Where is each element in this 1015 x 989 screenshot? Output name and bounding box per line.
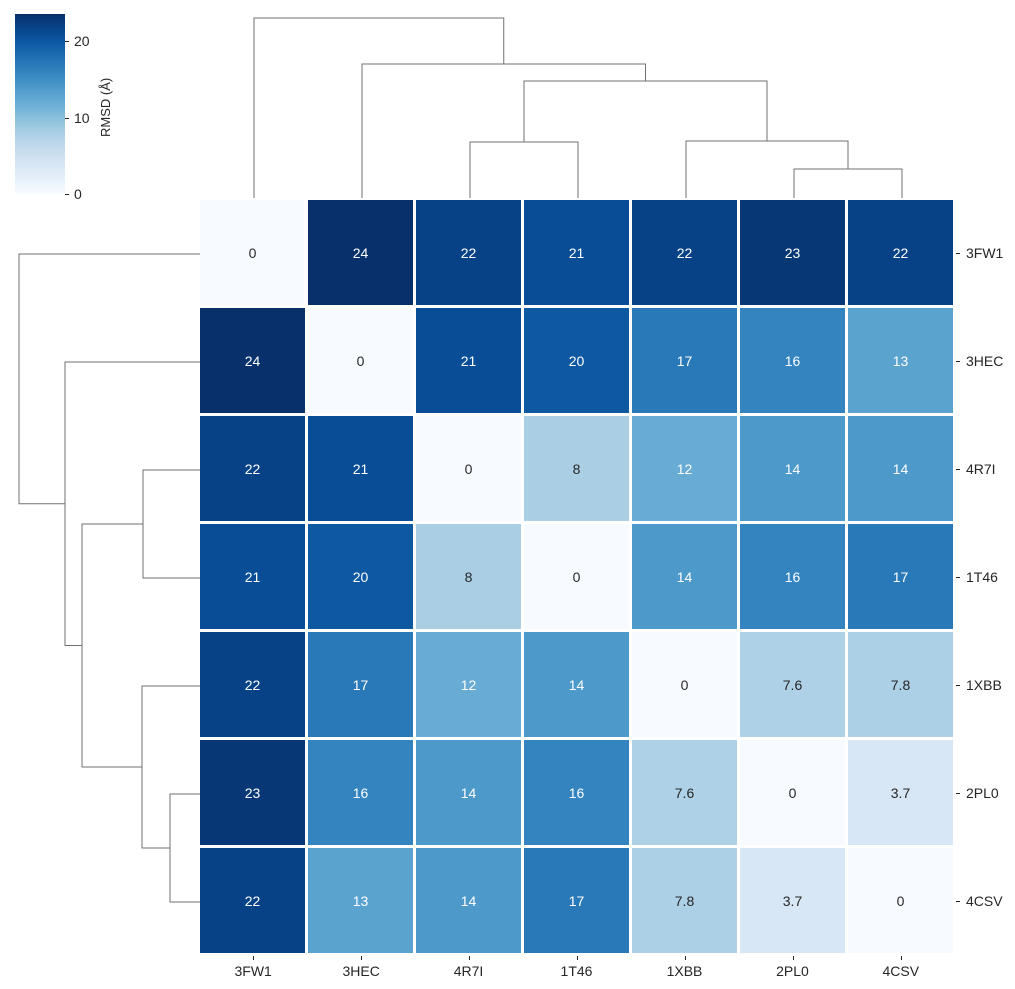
column-tick	[468, 956, 470, 960]
column-tick	[792, 956, 794, 960]
row-label: 4R7I	[966, 460, 996, 477]
heatmap-cell: 0	[308, 308, 413, 413]
row-label: 3HEC	[966, 352, 1004, 369]
heatmap-cell: 14	[524, 632, 629, 737]
row-label: 3FW1	[966, 244, 1004, 261]
row-tick	[956, 684, 960, 686]
heatmap-cell: 22	[200, 848, 305, 953]
heatmap-cell: 14	[848, 416, 953, 521]
column-label: 1T46	[560, 963, 593, 979]
heatmap-cell: 17	[632, 308, 737, 413]
heatmap-cell: 23	[200, 740, 305, 845]
heatmap-cell: 0	[524, 524, 629, 629]
heatmap-cell: 7.8	[632, 848, 737, 953]
heatmap-cell: 22	[200, 416, 305, 521]
heatmap-cell: 24	[308, 200, 413, 305]
dendrogram-link	[793, 168, 903, 198]
column-tick	[576, 956, 578, 960]
row-tick	[956, 576, 960, 578]
heatmap-cell: 14	[740, 416, 845, 521]
row-tick	[956, 792, 960, 794]
heatmap-cell: 7.6	[740, 632, 845, 737]
row-label: 2PL0	[966, 784, 999, 801]
column-label: 4R7I	[453, 963, 484, 979]
heatmap-cell: 17	[308, 632, 413, 737]
heatmap-cell: 7.6	[632, 740, 737, 845]
heatmap-cell: 17	[524, 848, 629, 953]
row-tick	[956, 252, 960, 254]
dendrogram-link	[361, 63, 646, 198]
colorbar-tick-label: 20	[74, 33, 90, 50]
dendrogram-link	[64, 361, 200, 646]
dendrogram-link	[18, 253, 200, 505]
heatmap-cell: 3.7	[740, 848, 845, 953]
column-label: 4CSV	[882, 963, 920, 979]
heatmap-cell: 20	[308, 524, 413, 629]
column-label: 3HEC	[342, 963, 380, 979]
column-label: 1XBB	[666, 963, 703, 979]
row-tick	[956, 900, 960, 902]
heatmap-cell: 8	[524, 416, 629, 521]
heatmap-cell: 21	[524, 200, 629, 305]
heatmap-cell: 13	[848, 308, 953, 413]
column-tick	[360, 956, 362, 960]
heatmap-cell: 22	[200, 632, 305, 737]
column-tick	[900, 956, 902, 960]
heatmap-cell: 0	[848, 848, 953, 953]
colorbar-tick	[65, 41, 69, 43]
heatmap-cell: 16	[740, 308, 845, 413]
column-label: 2PL0	[776, 963, 809, 979]
column-tick	[684, 956, 686, 960]
colorbar-tick-label: 0	[74, 186, 82, 202]
heatmap-cell: 20	[524, 308, 629, 413]
row-tick	[956, 468, 960, 470]
dendrogram-link	[141, 685, 200, 849]
heatmap-cell: 3.7	[848, 740, 953, 845]
heatmap-cell: 21	[416, 308, 521, 413]
dendrogram-link	[142, 469, 200, 579]
dendrogram-link	[469, 141, 579, 198]
heatmap-cell: 12	[632, 416, 737, 521]
dendrogram-link	[81, 523, 143, 768]
row-label: 1T46	[966, 568, 998, 585]
row-label: 4CSV	[966, 892, 1003, 909]
heatmap-cell: 17	[848, 524, 953, 629]
heatmap-cell: 22	[416, 200, 521, 305]
column-label: 3FW1	[234, 963, 272, 979]
heatmap-cell: 13	[308, 848, 413, 953]
dendrogram-link	[523, 80, 768, 142]
colorbar-tick	[65, 117, 69, 119]
colorbar	[15, 14, 65, 194]
heatmap-cell: 16	[524, 740, 629, 845]
heatmap-cell: 21	[200, 524, 305, 629]
heatmap-cell: 21	[308, 416, 413, 521]
heatmap-cell: 14	[416, 740, 521, 845]
row-label: 1XBB	[966, 676, 1002, 693]
heatmap-cell: 0	[740, 740, 845, 845]
heatmap-cell: 16	[308, 740, 413, 845]
heatmap-cell: 24	[200, 308, 305, 413]
heatmap-cell: 14	[416, 848, 521, 953]
dendrogram-link	[253, 17, 505, 198]
heatmap-cell: 7.8	[848, 632, 953, 737]
colorbar-tick	[65, 194, 69, 195]
heatmap-cell: 16	[740, 524, 845, 629]
heatmap-cell: 0	[416, 416, 521, 521]
heatmap-cell: 22	[632, 200, 737, 305]
heatmap-cell: 12	[416, 632, 521, 737]
column-tick	[252, 956, 254, 960]
heatmap-cell: 23	[740, 200, 845, 305]
heatmap-cell: 14	[632, 524, 737, 629]
heatmap-cell: 22	[848, 200, 953, 305]
dendrogram-link	[169, 793, 200, 903]
heatmap-cell: 8	[416, 524, 521, 629]
row-tick	[956, 360, 960, 362]
heatmap-cell: 0	[200, 200, 305, 305]
colorbar-tick-label: 10	[74, 109, 90, 126]
heatmap-cell: 0	[632, 632, 737, 737]
colorbar-label: RMSD (Å)	[98, 77, 113, 137]
